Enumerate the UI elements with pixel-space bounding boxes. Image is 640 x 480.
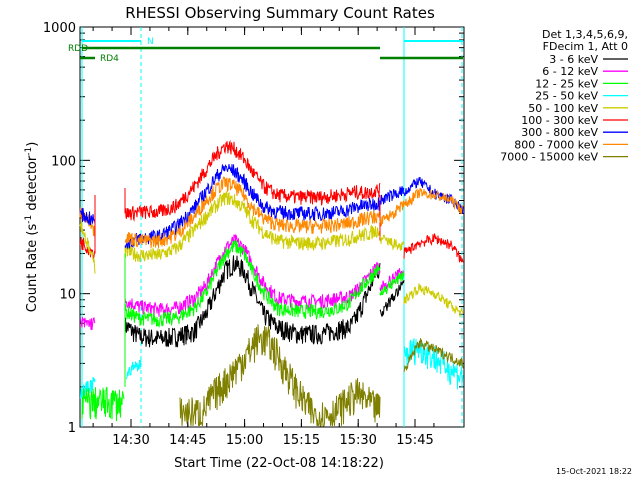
y-tick-label: 1000 [43, 21, 76, 36]
series-line-transition [379, 200, 405, 227]
legend-label: 3 - 6 keV [549, 53, 598, 66]
x-tick-label: 15:15 [283, 433, 320, 448]
series-line-transition [379, 271, 405, 296]
chart-title: RHESSI Observing Summary Count Rates [125, 4, 435, 22]
series-line-25-50-kev [403, 338, 464, 390]
series-line-25-50-kev [125, 359, 142, 380]
x-tick-label: 15:00 [226, 433, 263, 448]
legend-label: 50 - 100 keV [528, 102, 598, 115]
x-tick-label: 14:45 [169, 433, 206, 448]
series-line-50-100-kev [124, 191, 381, 263]
legend-label: 12 - 25 keV [535, 77, 598, 90]
x-axis-label: Start Time (22-Oct-08 14:18:22) [174, 456, 384, 471]
legend-label: 800 - 7000 keV [514, 138, 598, 151]
y-tick-label: 100 [51, 154, 76, 169]
series-lines [79, 139, 464, 428]
series-line-12-25-kev [124, 239, 381, 328]
series-line-edge [81, 387, 125, 422]
legend-label: 25 - 50 keV [535, 90, 598, 103]
series-line-800-7000-kev [403, 188, 464, 214]
plot-frame [79, 26, 465, 428]
y-axis-label: Count Rate (s-1 detector-1) [24, 142, 40, 313]
series-line-3-6-kev [124, 255, 381, 348]
series-line-6-12-kev [124, 233, 381, 317]
legend-label: 6 - 12 keV [542, 65, 598, 78]
legend: Det 1,3,4,5,6,9, FDecim 1, Att 0 3 - 6 k… [500, 28, 628, 164]
series-line-edge [79, 220, 96, 274]
flag-bars: RDD RD4 N [68, 37, 463, 64]
legend-label: 100 - 300 keV [521, 114, 598, 127]
flag-label-rd4: RD4 [100, 54, 119, 64]
series-line-100-300-kev [403, 232, 464, 263]
flag-label-n: N [147, 37, 154, 47]
series-line-edge [79, 317, 96, 331]
x-tick-label: 15:45 [396, 433, 433, 448]
x-tick-label: 14:30 [112, 433, 149, 448]
footer-date: 15-Oct-2021 18:22 [556, 467, 632, 476]
series-line-transition [379, 234, 405, 251]
series-line-7000-15000-kev [179, 324, 381, 428]
legend-label: 7000 - 15000 keV [500, 151, 598, 164]
x-tick-label: 15:30 [339, 433, 376, 448]
series-line-50-100-kev [403, 283, 464, 318]
y-tick-label: 10 [59, 288, 76, 303]
y-tick-label: 1 [68, 421, 76, 436]
series-line-transition [379, 280, 405, 317]
x-axis-ticks: 14:30 14:45 15:00 15:15 15:30 15:45 [92, 27, 435, 448]
legend-label: 300 - 800 keV [521, 126, 598, 139]
series-line-100-300-kev [124, 139, 381, 222]
series-line-7000-15000-kev [403, 338, 464, 373]
flag-label-rdd: RDD [68, 44, 88, 54]
legend-header-2: FDecim 1, Att 0 [543, 40, 628, 53]
series-line-300-800-kev [124, 163, 381, 249]
legend-header-1: Det 1,3,4,5,6,9, [542, 28, 628, 41]
series-line-transition [379, 186, 405, 205]
series-line-800-7000-kev [124, 176, 381, 249]
series-line-edge [79, 208, 96, 226]
